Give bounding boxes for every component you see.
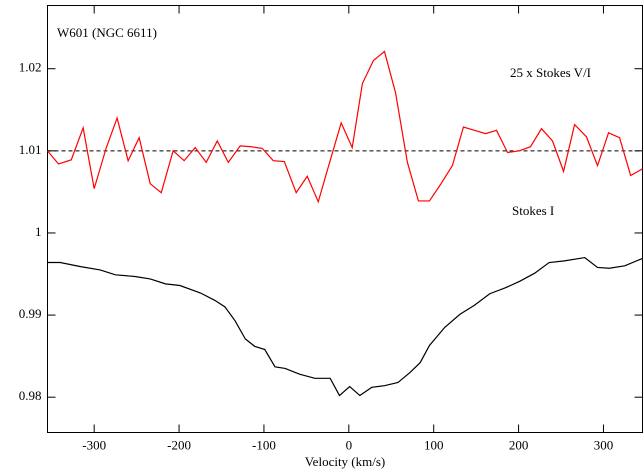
x-tick-label: 100 — [424, 437, 444, 452]
x-tick-label: -100 — [252, 437, 276, 452]
x-tick-label: 0 — [346, 437, 353, 452]
data-line — [47, 50, 643, 204]
y-tick-label: 0.98 — [19, 388, 42, 403]
chart-title: W601 (NGC 6611) — [57, 25, 157, 40]
series-label: 25 x Stokes V/I — [510, 65, 591, 80]
y-tick-label: 1.01 — [19, 142, 42, 157]
y-tick-label: 1.02 — [19, 60, 42, 75]
x-tick-label: 200 — [509, 437, 529, 452]
x-axis-label: Velocity (km/s) — [305, 454, 386, 469]
x-tick-label: -300 — [82, 437, 106, 452]
y-tick-label: 1 — [35, 224, 42, 239]
series-label: Stokes I — [512, 203, 554, 218]
x-tick-label: 300 — [594, 437, 614, 452]
data-line — [47, 256, 643, 397]
x-tick-label: -200 — [167, 437, 191, 452]
y-tick-label: 0.99 — [19, 306, 42, 321]
